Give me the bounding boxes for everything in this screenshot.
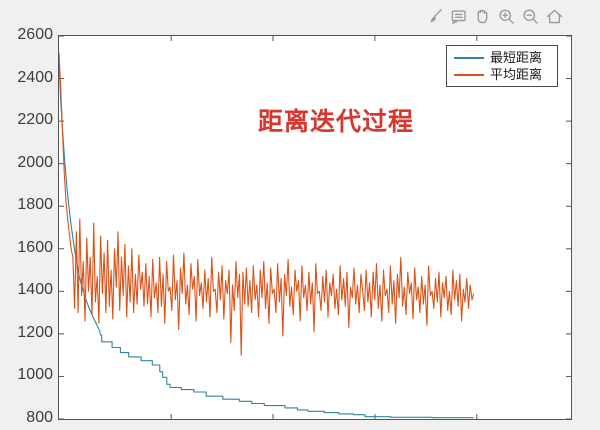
zoom-in-button[interactable] — [497, 7, 516, 26]
home-icon — [545, 7, 564, 26]
legend-entry-shortest[interactable]: 最短距离 — [447, 49, 557, 66]
brush-icon — [425, 7, 444, 26]
datatip-icon — [449, 7, 468, 26]
y-tick-label: 1600 — [17, 238, 53, 256]
legend-label-shortest: 最短距离 — [490, 50, 543, 65]
zoom-out-button[interactable] — [521, 7, 540, 26]
datatip-button[interactable] — [449, 7, 468, 26]
home-button[interactable] — [545, 7, 564, 26]
y-tick-label: 2000 — [17, 153, 53, 171]
axes-toolbar — [425, 7, 564, 26]
y-tick-label: 2200 — [17, 111, 53, 129]
y-tick-label: 1400 — [17, 281, 53, 299]
brush-button[interactable] — [425, 7, 444, 26]
shortest-distance-line-sample — [454, 56, 484, 59]
series-line-average-distance[interactable] — [59, 52, 475, 356]
y-tick-label: 2600 — [17, 26, 53, 43]
y-tick-label: 1800 — [17, 196, 53, 214]
zoom-in-icon — [497, 7, 516, 26]
y-tick-label: 1000 — [17, 366, 53, 384]
chart-canvas — [59, 36, 571, 419]
plot-area[interactable] — [58, 35, 572, 420]
zoom-out-icon — [521, 7, 540, 26]
series-line-shortest-distance[interactable] — [59, 61, 474, 419]
chart-title: 距离迭代过程 — [257, 108, 414, 136]
y-tick-label: 1200 — [17, 323, 53, 341]
legend-entry-average[interactable]: 平均距离 — [447, 66, 557, 83]
legend[interactable]: 最短距离 平均距离 — [446, 45, 558, 87]
legend-label-average: 平均距离 — [490, 67, 543, 82]
pan-button[interactable] — [473, 7, 492, 26]
average-distance-line-sample — [454, 73, 484, 76]
hand-icon — [473, 7, 492, 26]
y-tick-label: 800 — [26, 409, 53, 426]
y-tick-label: 2400 — [17, 68, 53, 86]
